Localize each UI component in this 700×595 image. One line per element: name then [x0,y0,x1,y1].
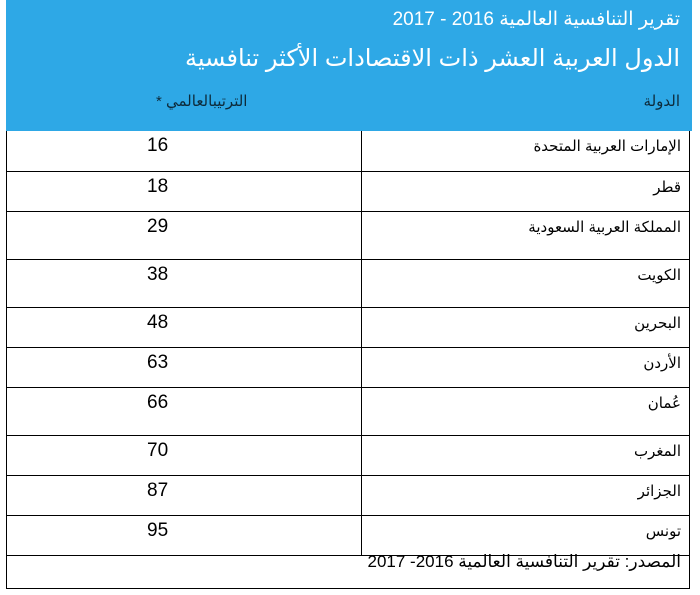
country-cell: الأردن [361,346,689,388]
country-name: المغرب [633,442,681,460]
country-cell: المملكة العربية السعودية [361,210,689,260]
rank-cell: 87 [7,474,362,516]
rank-value: 48 [147,311,169,333]
rank-value: 95 [147,519,169,541]
rank-cell: 70 [7,434,362,476]
rank-cell: 16 [7,131,362,172]
country-name: الأردن [643,354,681,372]
table-row: 66 عُمان [7,386,689,436]
ranking-table: 16 الإمارات العربية المتحدة 18 قطر 29 المملكة… [6,131,690,589]
table-row: 87 الجزائر [7,474,689,516]
table-row: 16 الإمارات العربية المتحدة [7,131,689,172]
country-cell: الجزائر [361,474,689,516]
rank-cell: 95 [7,514,362,556]
rank-value: 38 [147,263,169,285]
table-row: 70 المغرب [7,434,689,476]
rank-value: 70 [147,439,169,461]
country-name: البحرين [634,314,681,332]
country-cell: قطر [361,170,689,212]
rank-value: 87 [147,479,169,501]
country-name: عُمان [647,394,681,412]
country-name: الجزائر [637,482,681,500]
table-row: 18 قطر [7,170,689,212]
rank-cell: 66 [7,386,362,436]
rank-value: 66 [147,391,169,413]
table-row: 29 المملكة العربية السعودية [7,210,689,260]
column-header-country: الدولة [643,93,680,110]
column-header-rank: الترتيبالعالمي * [156,93,248,110]
table-row: 38 الكويت [7,258,689,308]
table-row: 48 البحرين [7,306,689,348]
country-name: تونس [645,522,681,540]
country-name: قطر [653,178,681,196]
rank-value: 63 [147,351,169,373]
table-row: 63 الأردن [7,346,689,388]
rank-cell: 48 [7,306,362,348]
table-header: تقرير التنافسية العالمية 2016 - 2017 الد… [6,0,692,131]
country-cell: المغرب [361,434,689,476]
rank-value: 29 [147,215,169,237]
report-title: تقرير التنافسية العالمية 2016 - 2017 [392,9,680,30]
country-name: الإمارات العربية المتحدة [533,138,681,155]
country-name: المملكة العربية السعودية [528,218,681,236]
country-cell: عُمان [361,386,689,436]
rank-cell: 38 [7,258,362,308]
source-note: المصدر: تقرير التنافسية العالمية 2016- 2… [367,552,681,571]
country-name: الكويت [637,266,681,284]
country-cell: الإمارات العربية المتحدة [361,131,689,172]
rank-cell: 29 [7,210,362,260]
table-row: 95 تونس [7,514,689,556]
rank-cell: 63 [7,346,362,388]
rank-cell: 18 [7,170,362,212]
rank-value: 18 [147,175,169,197]
country-cell: تونس [361,514,689,556]
country-cell: البحرين [361,306,689,348]
country-cell: الكويت [361,258,689,308]
rank-value: 16 [147,135,169,156]
main-title: الدول العربية العشر ذات الاقتصادات الأكث… [185,45,680,72]
